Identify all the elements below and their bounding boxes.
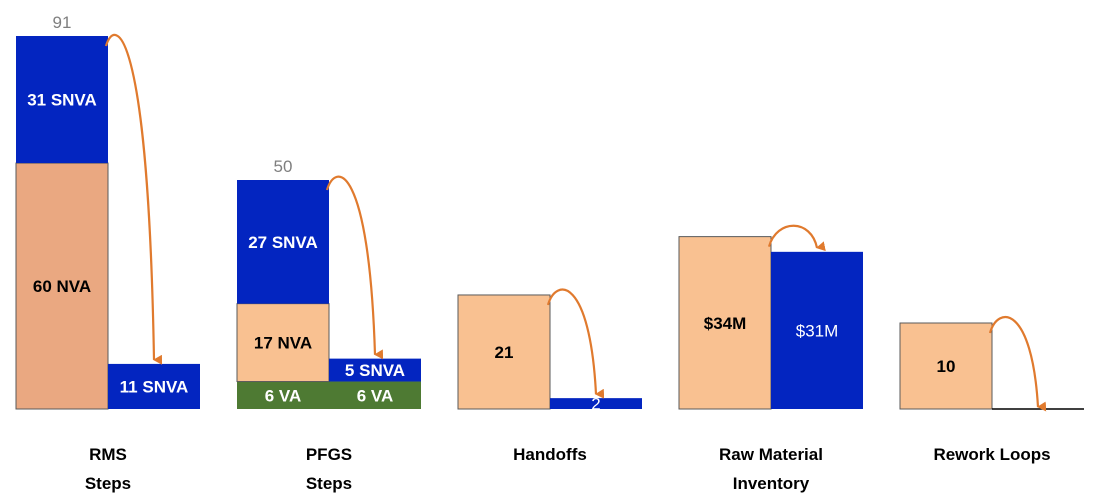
data-label-after-g1-s1: 5 SNVA xyxy=(345,361,405,380)
bar-after-g2-s0 xyxy=(550,398,642,409)
bar-before-g0-s0 xyxy=(15,162,109,410)
bar-before-g3-s0 xyxy=(678,236,772,410)
data-label-before-g2-s0: 21 xyxy=(495,343,514,362)
data-label-after-g1-s0: 6 VA xyxy=(357,386,394,405)
category-label-g1-l0: PFGS xyxy=(306,445,352,464)
category-label-g0-l1: Steps xyxy=(85,474,131,493)
category-label-g0-l0: RMS xyxy=(89,445,127,464)
bar-before-g1-s1 xyxy=(236,303,330,383)
data-label-before-g4-s0: 10 xyxy=(937,357,956,376)
bar-before-g0-s1 xyxy=(16,36,108,164)
category-label-g1-l1: Steps xyxy=(306,474,352,493)
bar-after-g1-s1 xyxy=(329,358,421,382)
category-label-g3-l1: Inventory xyxy=(733,474,810,493)
bar-after-g1-s0 xyxy=(329,381,421,409)
data-label-before-g0-s0: 60 NVA xyxy=(33,277,91,296)
reduction-arrow-g0 xyxy=(104,33,163,365)
bar-after-g3-s0 xyxy=(771,251,863,409)
data-label-before-g1-s1: 17 NVA xyxy=(254,334,312,353)
total-label-g0: 91 xyxy=(53,13,72,32)
labels-layer: 60 NVA 31 SNVA 11 SNVA 91 RMS Steps 6 VA 17 NVA… xyxy=(27,13,1050,493)
reduction-arrow-g2 xyxy=(546,288,605,399)
bars-layer xyxy=(15,36,1084,410)
data-label-before-g1-s2: 27 SNVA xyxy=(248,233,318,252)
total-label-g1: 50 xyxy=(274,157,293,176)
arrows-layer xyxy=(104,33,1047,412)
bar-after-g0-s0 xyxy=(108,363,200,409)
category-label-g2-l0: Handoffs xyxy=(513,445,587,464)
bar-before-g2-s0 xyxy=(457,294,551,410)
bar-before-g1-s0 xyxy=(237,381,329,409)
data-label-after-g2-s0: 2 xyxy=(591,395,600,414)
category-label-g3-l0: Raw Material xyxy=(719,445,823,464)
data-label-before-g3-s0: $34M xyxy=(704,314,747,333)
bar-before-g1-s2 xyxy=(237,180,329,304)
reduction-arrow-g4 xyxy=(988,316,1047,412)
data-label-before-g0-s1: 31 SNVA xyxy=(27,91,97,110)
data-label-after-g3-s0: $31M xyxy=(796,321,839,340)
category-label-g4-l0: Rework Loops xyxy=(933,445,1050,464)
reduction-arrow-g1 xyxy=(325,175,384,360)
bar-before-g4-s0 xyxy=(899,322,993,410)
data-label-before-g1-s0: 6 VA xyxy=(265,386,302,405)
reduction-arrow-g3 xyxy=(767,224,826,252)
data-label-after-g0-s0: 11 SNVA xyxy=(120,377,189,396)
